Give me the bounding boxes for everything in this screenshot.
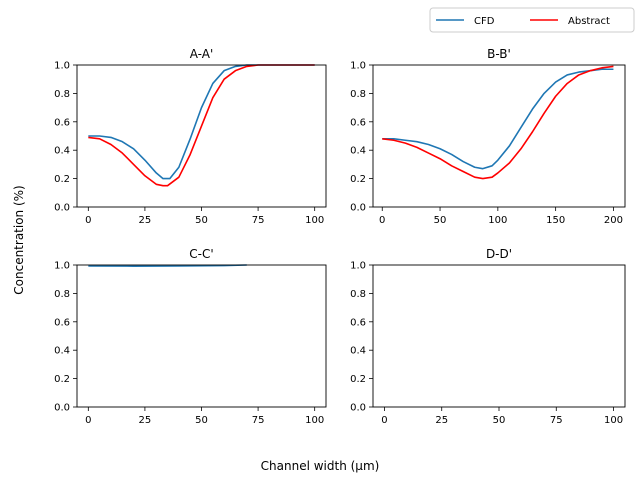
y-tick-label: 0.8: [350, 89, 366, 100]
x-tick-label: 100: [604, 415, 623, 426]
x-tick-label: 25: [435, 415, 448, 426]
subplot-title: B-B': [487, 47, 511, 61]
x-axis-label: Channel width (μm): [261, 459, 380, 473]
y-tick-label: 0.0: [54, 403, 70, 414]
y-tick-label: 0.0: [350, 403, 366, 414]
y-tick-label: 1.0: [54, 261, 70, 272]
plot-area: [77, 65, 326, 207]
x-tick-label: 0: [85, 415, 91, 426]
y-tick-label: 0.2: [350, 374, 366, 385]
y-tick-label: 0.2: [54, 174, 70, 185]
axes-frame: [372, 64, 626, 208]
series-line-abstract: [382, 65, 614, 180]
subplot-title: D-D': [486, 247, 512, 261]
x-tick-label: 25: [139, 215, 152, 226]
y-tick-label: 1.0: [54, 61, 70, 72]
y-tick-label: 0.8: [350, 289, 366, 300]
x-tick-label: 200: [604, 215, 623, 226]
x-tick-label: 50: [493, 415, 506, 426]
series-line-cfd: [382, 68, 614, 170]
y-tick-label: 0.8: [54, 89, 70, 100]
y-tick-label: 0.6: [350, 117, 366, 128]
x-tick-label: 75: [252, 215, 265, 226]
y-tick-label: 0.6: [54, 317, 70, 328]
subplot-d-d: 0 25 50 75 100 0.0 0.2 0.4 0.6 0.8 1.0 D-D': [350, 247, 626, 426]
subplot-c-c: 0 25 50 75 100 0.0 0.2 0.4 0.6 0.8 1.0 C-C': [54, 247, 327, 426]
x-tick-label: 100: [305, 415, 324, 426]
x-tick-label: 25: [139, 415, 152, 426]
x-tick-label: 100: [488, 215, 507, 226]
plot-area: [77, 265, 326, 407]
y-tick-label: 0.6: [350, 317, 366, 328]
subplot-a-a: 0 25 50 75 100 0.0 0.2 0.4 0.6 0.8 1.0 A-A': [54, 47, 327, 226]
legend: CFD Abstract: [429, 7, 635, 33]
y-tick-label: 0.4: [350, 346, 366, 357]
y-tick-label: 0.0: [54, 203, 70, 214]
x-tick-label: 50: [195, 215, 208, 226]
y-tick-label: 0.0: [350, 203, 366, 214]
legend-label-cfd: CFD: [474, 16, 495, 27]
y-tick-label: 0.4: [54, 346, 70, 357]
x-tick-label: 50: [434, 215, 447, 226]
y-tick-label: 1.0: [350, 61, 366, 72]
x-tick-label: 75: [252, 415, 265, 426]
y-tick-label: 0.4: [54, 146, 70, 157]
x-tick-label: 0: [381, 415, 387, 426]
y-tick-label: 0.2: [350, 174, 366, 185]
plot-area: [373, 65, 625, 207]
x-tick-label: 0: [379, 215, 385, 226]
subplot-title: C-C': [189, 247, 213, 261]
x-tick-label: 50: [195, 415, 208, 426]
y-tick-label: 0.4: [350, 146, 366, 157]
x-tick-label: 100: [305, 215, 324, 226]
y-tick-label: 0.2: [54, 374, 70, 385]
subplot-b-b: 0 50 100 150 200 0.0 0.2 0.4 0.6 0.8 1.0 B-B': [350, 47, 626, 226]
y-tick-label: 0.8: [54, 289, 70, 300]
y-tick-label: 0.6: [54, 117, 70, 128]
x-tick-label: 150: [546, 215, 565, 226]
legend-label-abstract: Abstract: [568, 16, 610, 27]
plot-area: [373, 265, 625, 407]
subplot-title: A-A': [190, 47, 214, 61]
x-tick-label: 75: [550, 415, 563, 426]
x-tick-label: 0: [85, 215, 91, 226]
y-axis-label: Concentration (%): [12, 185, 26, 294]
y-tick-label: 1.0: [350, 261, 366, 272]
